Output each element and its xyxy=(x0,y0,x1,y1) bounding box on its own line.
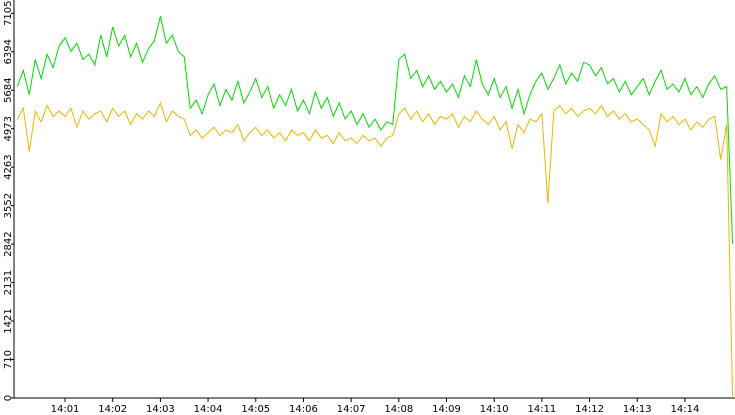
x-tick-label: 14:14 xyxy=(671,404,700,415)
x-tick-label: 14:08 xyxy=(384,404,413,415)
series-line xyxy=(16,16,734,245)
x-tick-label: 14:06 xyxy=(289,404,318,415)
y-tick-label: 6394 xyxy=(3,39,14,64)
y-tick-label: 2131 xyxy=(3,270,14,295)
y-tick-label: 5684 xyxy=(3,77,14,102)
x-tick-label: 14:05 xyxy=(241,404,270,415)
y-tick-label: 1421 xyxy=(3,308,14,333)
x-tick-label: 14:02 xyxy=(98,404,127,415)
y-tick-label: 710 xyxy=(3,350,14,369)
x-tick-label: 14:12 xyxy=(575,404,604,415)
x-tick-label: 14:09 xyxy=(432,404,461,415)
y-tick-label: 7105 xyxy=(3,1,14,26)
x-tick-label: 14:07 xyxy=(337,404,366,415)
series-line xyxy=(16,101,734,399)
x-tick-label: 14:10 xyxy=(480,404,509,415)
y-tick-label: 4973 xyxy=(3,116,14,141)
x-tick-label: 14:11 xyxy=(527,404,556,415)
y-tick-label: 2842 xyxy=(3,231,14,256)
y-tick-label: 3552 xyxy=(3,193,14,218)
x-tick-label: 14:04 xyxy=(194,404,223,415)
y-tick-label: 0 xyxy=(3,395,14,401)
x-tick-label: 14:13 xyxy=(623,404,652,415)
x-tick-label: 14:01 xyxy=(51,404,80,415)
y-tick-label: 4263 xyxy=(3,154,14,179)
x-tick-label: 14:03 xyxy=(146,404,175,415)
